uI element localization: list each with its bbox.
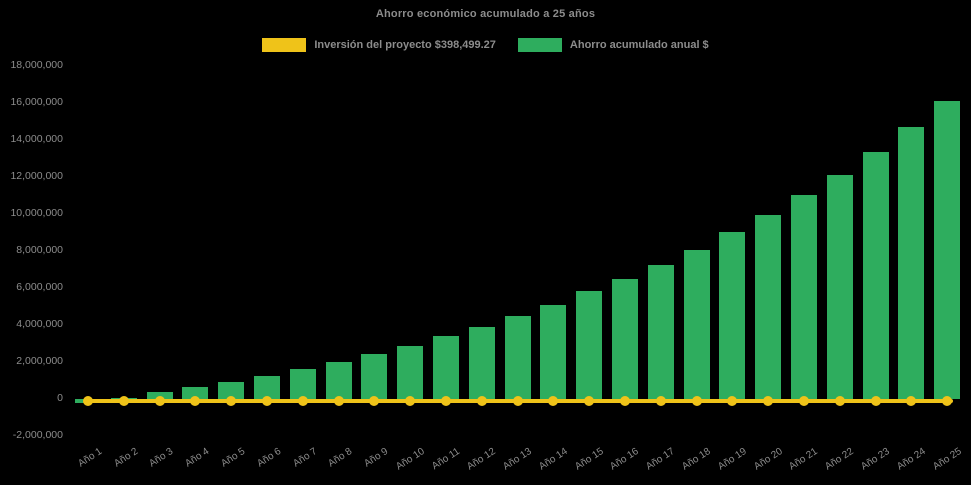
legend-swatch-investment [262, 38, 307, 52]
bar-año-20 [755, 214, 782, 399]
x-tick-label: Año 8 [326, 446, 355, 470]
bar-año-18 [683, 249, 710, 399]
x-tick-label: Año 15 [572, 446, 606, 473]
x-tick-label: Año 13 [501, 446, 534, 473]
bar-año-13 [504, 316, 531, 399]
investment-marker-año-16 [620, 396, 630, 406]
x-tick-label: Año 20 [751, 446, 785, 473]
x-tick-label: Año 14 [536, 446, 570, 473]
bar-año-10 [397, 346, 424, 399]
bar-año-15 [576, 291, 603, 399]
x-tick-label: Año 1 [76, 446, 104, 470]
investment-marker-año-15 [584, 396, 595, 406]
bar-año-22 [826, 175, 853, 399]
legend-label-investment: Inversión del proyecto $398,499.27 [314, 39, 496, 51]
legend-item-savings: Ahorro acumulado anual $ [517, 38, 709, 52]
investment-marker-año-18 [691, 396, 702, 406]
investment-marker-año-20 [763, 396, 774, 406]
y-tick-label: 2,000,000 [16, 355, 63, 368]
investment-marker-año-14 [548, 396, 559, 406]
investment-marker-año-17 [655, 396, 666, 406]
investment-marker-año-13 [512, 396, 523, 406]
x-tick-label: Año 3 [147, 446, 176, 470]
y-tick-label: 4,000,000 [16, 318, 63, 331]
y-tick-label: 18,000,000 [10, 59, 63, 72]
x-tick-label: Año 24 [894, 446, 928, 473]
legend-label-savings: Ahorro acumulado anual $ [569, 39, 709, 51]
investment-marker-año-4 [190, 396, 201, 406]
investment-marker-año-25 [942, 396, 953, 406]
x-tick-label: Año 23 [859, 446, 892, 473]
bar-año-25 [934, 101, 961, 399]
legend-swatch-savings [517, 38, 562, 52]
y-tick-label: 16,000,000 [10, 96, 63, 109]
investment-marker-año-5 [226, 396, 237, 406]
investment-marker-año-7 [297, 396, 308, 406]
legend: Inversión del proyecto $398,499.27 Ahorr… [0, 38, 971, 52]
investment-marker-año-8 [333, 396, 344, 406]
y-tick-label: 8,000,000 [16, 244, 63, 257]
investment-marker-año-21 [799, 396, 809, 406]
x-tick-label: Año 17 [644, 446, 677, 473]
bar-año-3 [146, 391, 173, 399]
x-tick-label: Año 18 [680, 446, 713, 473]
y-tick-label: 10,000,000 [10, 207, 63, 220]
y-tick-label: 12,000,000 [10, 170, 63, 183]
investment-marker-año-24 [906, 396, 917, 406]
investment-marker-año-6 [262, 396, 272, 406]
bar-año-5 [218, 382, 245, 399]
bar-año-14 [540, 305, 567, 399]
x-tick-label: Año 16 [608, 446, 641, 473]
investment-marker-año-12 [476, 396, 487, 406]
x-tick-label: Año 22 [823, 446, 856, 473]
x-tick-label: Año 6 [255, 446, 283, 470]
bar-año-24 [898, 126, 925, 399]
bar-año-16 [612, 279, 638, 399]
x-tick-label: Año 2 [111, 446, 140, 470]
y-tick-label: 0 [57, 392, 63, 405]
investment-marker-año-2 [118, 396, 129, 406]
investment-marker-año-1 [83, 396, 93, 406]
x-tick-label: Año 21 [787, 446, 820, 473]
investment-marker-año-22 [834, 396, 845, 406]
legend-item-investment: Inversión del proyecto $398,499.27 [262, 38, 496, 52]
bar-año-8 [325, 361, 352, 399]
y-tick-label: 14,000,000 [10, 133, 63, 146]
bar-año-23 [862, 151, 889, 399]
investment-marker-año-23 [870, 396, 881, 406]
bar-año-19 [719, 232, 746, 399]
chart-title: Ahorro económico acumulado a 25 años [375, 8, 596, 20]
x-tick-label: Año 10 [393, 446, 427, 473]
bar-año-9 [361, 354, 388, 399]
investment-marker-año-11 [441, 396, 451, 406]
x-tick-label: Año 5 [219, 446, 248, 470]
investment-marker-año-19 [727, 396, 738, 406]
y-tick-label: -2,000,000 [12, 429, 63, 442]
bar-año-4 [182, 387, 209, 399]
x-tick-label: Año 12 [465, 446, 498, 473]
y-tick-label: 6,000,000 [16, 281, 63, 294]
x-tick-label: Año 7 [290, 446, 319, 470]
x-tick-label: Año 4 [183, 446, 212, 470]
x-tick-label: Año 19 [715, 446, 749, 473]
bar-año-21 [791, 195, 817, 399]
x-tick-label: Año 9 [362, 446, 391, 470]
bar-año-12 [468, 326, 495, 399]
investment-marker-año-9 [369, 396, 380, 406]
bar-año-11 [433, 335, 459, 399]
bar-año-17 [647, 264, 674, 399]
investment-marker-año-10 [405, 396, 416, 406]
x-tick-label: Año 25 [930, 446, 964, 473]
bar-año-6 [254, 375, 280, 399]
x-tick-label: Año 11 [430, 446, 462, 473]
bar-año-7 [289, 369, 316, 399]
investment-marker-año-3 [154, 396, 165, 406]
